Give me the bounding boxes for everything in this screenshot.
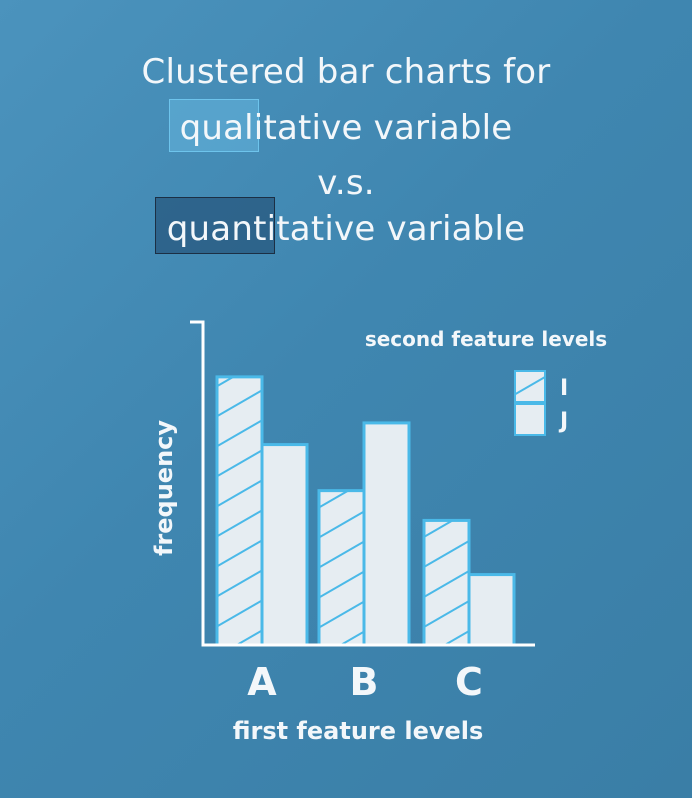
title-text-2: qualitative variable (179, 108, 513, 148)
title-line-1: Clustered bar charts for (0, 52, 692, 92)
legend-label-I: I (560, 376, 568, 401)
bar-B-I (317, 489, 366, 647)
bar-A-J (260, 443, 309, 647)
title-text-4: quantitative variable (166, 209, 526, 249)
x-tick-label-B: B (350, 660, 379, 704)
axes-group (190, 320, 535, 647)
legend-title: second feature levels (365, 327, 607, 351)
legend-swatch-J (514, 403, 546, 436)
title-text-3: v.s. (317, 163, 375, 203)
bar-A-I (215, 375, 264, 647)
bars-group (215, 375, 516, 647)
x-tick-label-C: C (455, 660, 483, 704)
x-axis-label: first feature levels (233, 717, 484, 745)
legend-label-J: J (558, 409, 568, 434)
y-axis-label: frequency (150, 420, 178, 556)
x-tick-label-A: A (247, 660, 277, 704)
bar-C-I (422, 518, 471, 647)
y-axis-line (190, 320, 535, 647)
legend: IJ (514, 370, 568, 436)
title-line-3: v.s. (0, 163, 692, 203)
title-text-1: Clustered bar charts for (141, 52, 551, 92)
bar-B-J (362, 421, 411, 647)
legend-swatch-I (514, 370, 546, 403)
bar-C-J (467, 573, 516, 647)
x-tick-labels: A B C (247, 660, 483, 704)
